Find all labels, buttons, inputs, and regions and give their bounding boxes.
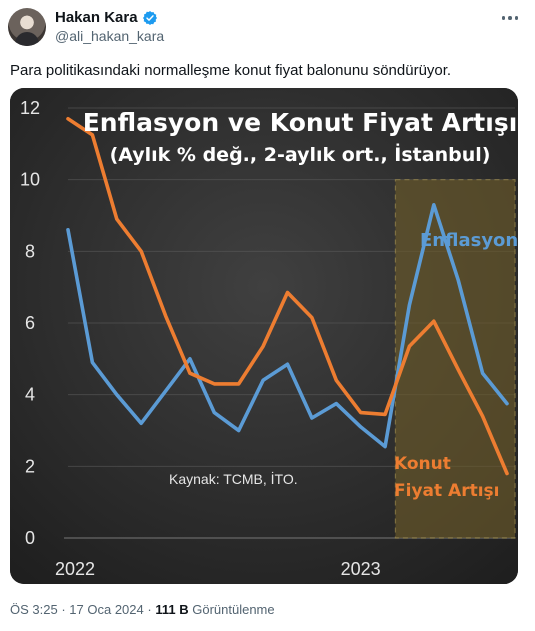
author-display-name[interactable]: Hakan Kara: [55, 9, 138, 26]
meta-separator: ·: [61, 602, 66, 617]
y-tick-label: 10: [20, 170, 40, 190]
more-options-icon[interactable]: [498, 12, 522, 24]
y-tick-label: 6: [25, 313, 35, 333]
avatar[interactable]: [8, 8, 46, 46]
series-line-konut-fiyat: [66, 116, 509, 476]
x-tick-label: 2023: [341, 559, 381, 579]
tweet-text: Para politikasındaki normalleşme konut f…: [10, 62, 452, 79]
views-count: 111 B: [155, 602, 189, 617]
tweet-meta: ÖS 3:25 · 17 Oca 2024 · 111 B Görüntülen…: [10, 602, 275, 617]
y-tick-label: 12: [20, 98, 40, 118]
y-tick-label: 0: [25, 528, 35, 548]
legend-label-enflasyon: Enflasyon: [420, 230, 518, 251]
author-name-row: Hakan Kara: [55, 9, 158, 26]
tweet-time[interactable]: ÖS 3:25: [10, 602, 58, 617]
y-tick-label: 4: [25, 385, 35, 405]
source-note: Kaynak: TCMB, İTO.: [169, 470, 298, 487]
legend-label-konut: Konut: [394, 454, 451, 474]
chart-subtitle: (Aylık % değ., 2-aylık ort., İstanbul): [110, 142, 491, 166]
line-chart: 0 2 4 6 8 10 12 2022 2023 Enflasyon ve Konut Fiya…: [10, 88, 518, 584]
y-tick-label: 2: [25, 456, 35, 476]
views-label: Görüntülenme: [192, 602, 275, 617]
author-handle[interactable]: @ali_hakan_kara: [55, 28, 165, 44]
legend-label-fiyat-artisi: Fiyat Artışı: [394, 481, 499, 501]
verified-badge-icon: [142, 10, 157, 25]
tweet-date[interactable]: 17 Oca 2024: [69, 602, 144, 617]
meta-separator: ·: [147, 602, 152, 617]
chart-image[interactable]: 0 2 4 6 8 10 12 2022 2023 Enflasyon ve Konut Fiya…: [10, 88, 518, 584]
series-line-enflasyon: [66, 203, 509, 449]
highlight-region: [394, 179, 516, 539]
x-tick-label: 2022: [55, 559, 95, 579]
chart-title: Enflasyon ve Konut Fiyat Artışı: [83, 108, 518, 137]
y-tick-label: 8: [25, 241, 35, 261]
